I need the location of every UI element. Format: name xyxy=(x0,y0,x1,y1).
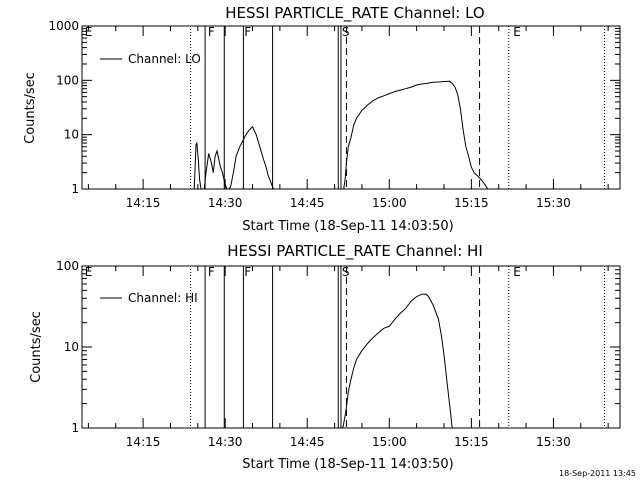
y-ticks-lo: 1 10 100 1000 xyxy=(48,19,620,196)
y-axis-label-hi: Counts/sec xyxy=(29,311,44,383)
panel-lo: HESSI PARTICLE_RATE Channel: LO Counts/s… xyxy=(23,4,621,234)
x-ticks-lo: 14:15 14:30 14:45 15:00 15:15 15:30 xyxy=(87,26,609,210)
event-label: E xyxy=(85,25,93,39)
legend-label-lo: Channel: LO xyxy=(128,52,201,66)
y-tick-label: 100 xyxy=(56,73,79,87)
y-tick-label: 10 xyxy=(64,340,79,354)
event-label: F xyxy=(208,25,215,39)
x-tick-label: 15:00 xyxy=(372,435,407,449)
footer-timestamp: 18-Sep-2011 13:45 xyxy=(559,469,636,478)
x-axis-label-lo: Start Time (18-Sep-11 14:03:50) xyxy=(242,219,453,234)
x-tick-label: 14:45 xyxy=(290,435,325,449)
chart-title-hi: HESSI PARTICLE_RATE Channel: HI xyxy=(227,242,483,261)
x-tick-label: 15:30 xyxy=(536,196,571,210)
x-axis-label-hi: Start Time (18-Sep-11 14:03:50) xyxy=(242,457,453,472)
event-label: E xyxy=(513,25,521,39)
x-ticks-hi: 14:15 14:30 14:45 15:00 15:15 15:30 xyxy=(87,266,609,449)
x-tick-label: 14:30 xyxy=(208,196,243,210)
legend-label-hi: Channel: HI xyxy=(128,291,198,305)
y-tick-label: 10 xyxy=(64,128,79,142)
x-tick-label: 14:30 xyxy=(208,435,243,449)
panel-hi: HESSI PARTICLE_RATE Channel: HI Counts/s… xyxy=(29,242,621,472)
series-line xyxy=(342,293,453,429)
event-label: F xyxy=(208,265,215,279)
event-label: S xyxy=(342,265,350,279)
series-lo xyxy=(193,80,489,190)
series-line xyxy=(343,80,489,190)
y-tick-label: 100 xyxy=(56,259,79,273)
x-tick-label: 15:15 xyxy=(454,435,489,449)
event-label: E xyxy=(85,265,93,279)
event-label: F xyxy=(244,265,251,279)
series-hi xyxy=(342,293,453,429)
x-tick-label: 14:15 xyxy=(126,435,161,449)
x-tick-label: 15:30 xyxy=(536,435,571,449)
y-ticks-hi: 1 10 100 xyxy=(56,259,620,435)
event-label: S xyxy=(342,25,350,39)
y-tick-label: 1 xyxy=(71,421,79,435)
event-label: F xyxy=(244,25,251,39)
series-line xyxy=(193,125,276,190)
x-tick-label: 14:45 xyxy=(290,196,325,210)
chart-title-lo: HESSI PARTICLE_RATE Channel: LO xyxy=(225,4,484,23)
x-tick-label: 15:00 xyxy=(372,196,407,210)
x-tick-label: 15:15 xyxy=(454,196,489,210)
y-tick-label: 1 xyxy=(71,182,79,196)
y-tick-label: 1000 xyxy=(48,19,79,33)
plot-frame-lo xyxy=(81,25,621,190)
y-axis-label-lo: Counts/sec xyxy=(23,72,38,144)
event-label: E xyxy=(513,265,521,279)
x-tick-label: 14:15 xyxy=(126,196,161,210)
